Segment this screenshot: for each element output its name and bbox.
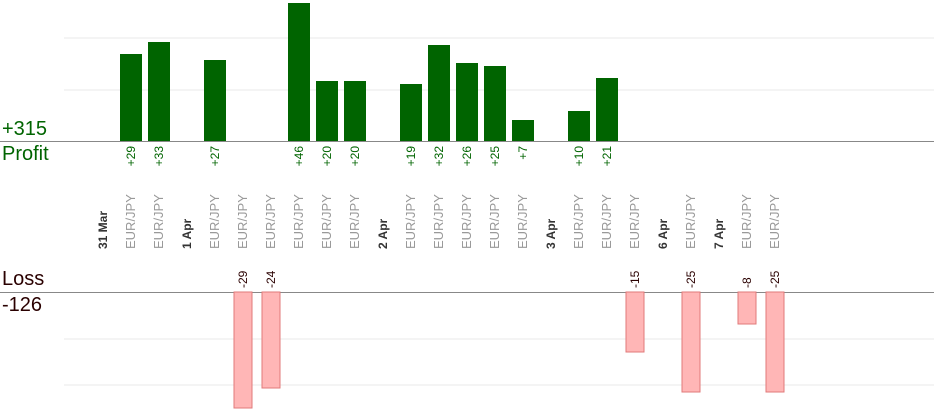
profit-bar <box>484 66 506 141</box>
trade-label: EUR/JPY <box>403 194 418 249</box>
profit-total: +315 <box>2 118 48 140</box>
profit-data-label: +29 <box>124 146 138 167</box>
profit-bar <box>596 78 618 141</box>
loss-data-label: -8 <box>740 277 754 288</box>
trade-label: EUR/JPY <box>683 194 698 249</box>
profit-bar <box>568 111 590 141</box>
profit-data-label: +19 <box>404 146 418 167</box>
profit-data-label: +20 <box>348 146 362 167</box>
profit-data-label: +46 <box>292 146 306 167</box>
date-label: 31 Mar <box>96 211 110 249</box>
profit-data-label: +26 <box>460 146 474 167</box>
profit-bar <box>344 81 366 141</box>
loss-data-label: -25 <box>684 270 698 288</box>
trade-label: EUR/JPY <box>123 194 138 249</box>
loss-total: -126 <box>2 294 43 316</box>
trade-label: EUR/JPY <box>739 194 754 249</box>
trade-label: EUR/JPY <box>487 194 502 249</box>
loss-bar <box>681 291 701 393</box>
profit-bar <box>428 45 450 141</box>
profit-data-label: +21 <box>600 146 614 167</box>
loss-bar <box>737 291 757 325</box>
trade-label: EUR/JPY <box>515 194 530 249</box>
date-label: 2 Apr <box>376 218 390 249</box>
loss-data-label: -24 <box>264 270 278 288</box>
trade-label: EUR/JPY <box>431 194 446 249</box>
profit-bar <box>120 54 142 141</box>
date-label: 7 Apr <box>712 218 726 249</box>
trade-label: EUR/JPY <box>459 194 474 249</box>
profit-data-label: +32 <box>432 146 446 167</box>
profit-bar <box>400 84 422 141</box>
date-label: 3 Apr <box>544 218 558 249</box>
profit-label: Profit <box>2 143 49 165</box>
trade-label: EUR/JPY <box>599 194 614 249</box>
loss-data-label: -29 <box>236 270 250 288</box>
profit-bar <box>512 120 534 141</box>
profit-bar <box>456 63 478 141</box>
loss-data-label: -15 <box>628 270 642 288</box>
trade-label: EUR/JPY <box>291 194 306 249</box>
profit-bar <box>288 3 310 141</box>
trade-label: EUR/JPY <box>207 194 222 249</box>
date-label: 6 Apr <box>656 218 670 249</box>
loss-bar <box>261 291 281 389</box>
trade-label: EUR/JPY <box>571 194 586 249</box>
trade-label: EUR/JPY <box>319 194 334 249</box>
trade-label: EUR/JPY <box>627 194 642 249</box>
profit-data-label: +25 <box>488 146 502 167</box>
profit-bar <box>148 42 170 141</box>
trade-label: EUR/JPY <box>347 194 362 249</box>
profit-data-label: +27 <box>208 146 222 167</box>
loss-bar <box>625 291 645 353</box>
profit-bar <box>204 60 226 141</box>
loss-data-label: -25 <box>768 270 782 288</box>
loss-bar <box>233 291 253 409</box>
profit-bar <box>316 81 338 141</box>
date-label: 1 Apr <box>180 218 194 249</box>
profit-data-label: +7 <box>516 146 530 160</box>
trade-label: EUR/JPY <box>767 194 782 249</box>
trade-label: EUR/JPY <box>151 194 166 249</box>
trade-label: EUR/JPY <box>235 194 250 249</box>
profit-data-label: +10 <box>572 146 586 167</box>
loss-bar <box>765 291 785 393</box>
trade-label: EUR/JPY <box>263 194 278 249</box>
profit-data-label: +33 <box>152 146 166 167</box>
loss-label: Loss <box>2 268 45 290</box>
profit-data-label: +20 <box>320 146 334 167</box>
